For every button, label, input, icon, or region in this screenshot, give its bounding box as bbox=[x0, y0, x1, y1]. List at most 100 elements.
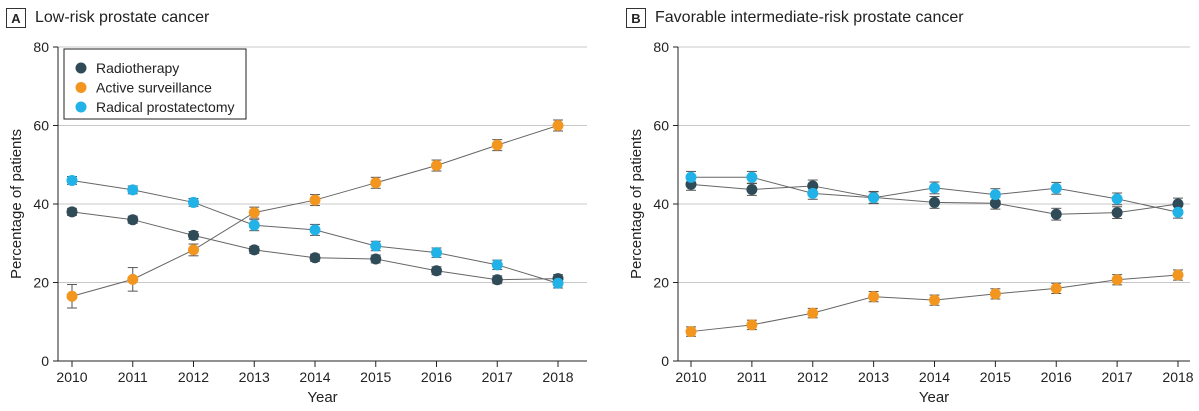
chart-a-series-line bbox=[71, 211, 559, 281]
chart-a-data-point bbox=[248, 207, 260, 219]
chart-a-data-point bbox=[552, 277, 564, 289]
chart-a-xtick-label: 2015 bbox=[360, 369, 391, 385]
chart-b-ytick-label: 0 bbox=[661, 353, 669, 369]
chart-b-data-point bbox=[868, 192, 880, 204]
chart-a-data-point bbox=[309, 224, 321, 236]
chart-b-data-point bbox=[989, 288, 1001, 300]
chart-a-data-point bbox=[188, 196, 199, 208]
chart-b-xtick-label: 2013 bbox=[858, 369, 889, 385]
chart-a-data-point bbox=[188, 244, 199, 256]
chart-a-data-point bbox=[370, 177, 382, 189]
chart-b-xtick-label: 2010 bbox=[675, 369, 706, 385]
chart-b-xtick-label: 2012 bbox=[797, 369, 828, 385]
chart-a-xtick-label: 2012 bbox=[178, 369, 209, 385]
chart-a-data-point bbox=[127, 273, 139, 285]
chart-b-data-point bbox=[746, 183, 758, 195]
chart-b-data-point bbox=[929, 182, 940, 194]
chart-b-ytick-label: 40 bbox=[653, 196, 669, 212]
chart-a-data-point bbox=[431, 247, 442, 259]
chart-a: 0 20 40 60 80 2010 2011 2012 2013 2014 2015 2016 201… bbox=[8, 39, 587, 406]
chart-b-data-point bbox=[1172, 206, 1184, 218]
chart-a-xtick-label: 2018 bbox=[542, 369, 573, 385]
chart-a-xtick-label: 2011 bbox=[118, 369, 148, 385]
chart-a-xtick-label: 2014 bbox=[299, 369, 330, 385]
chart-b-data-point bbox=[989, 189, 1001, 201]
chart-a-ytick-label: 20 bbox=[33, 275, 49, 291]
chart-b-data-point bbox=[1172, 269, 1184, 281]
chart-b-ytick-label: 60 bbox=[653, 118, 669, 134]
chart-b-xtick-label: 2016 bbox=[1041, 369, 1072, 385]
chart-a-ytick-label: 0 bbox=[41, 353, 49, 369]
chart-b-y-axis-label: Percentage of patients bbox=[628, 129, 645, 279]
panel-a-header: A Low-risk prostate cancer bbox=[6, 6, 209, 30]
panel-b-letter: B bbox=[626, 8, 646, 28]
chart-a-data-point bbox=[127, 184, 139, 196]
chart-a-series-line bbox=[71, 125, 559, 297]
panel-a-letter: A bbox=[6, 8, 26, 28]
chart-a-data-point bbox=[431, 265, 442, 277]
chart-a-data-point bbox=[370, 253, 382, 265]
chart-a-y-axis-label: Percentage of patients bbox=[8, 129, 25, 279]
chart-b-xtick-label: 2018 bbox=[1162, 369, 1193, 385]
chart-a-data-point bbox=[370, 240, 382, 252]
chart-a-legend-label: Active surveillance bbox=[96, 80, 212, 96]
chart-b-data-point bbox=[1111, 274, 1123, 286]
chart-b-data-point bbox=[746, 171, 758, 183]
chart-b-xtick-label: 2017 bbox=[1102, 369, 1133, 385]
panel-b-title: Favorable intermediate-risk prostate can… bbox=[655, 9, 964, 26]
chart-a-data-point bbox=[66, 206, 78, 218]
chart-b-data-point bbox=[807, 307, 819, 319]
chart-a-legend-box bbox=[63, 48, 247, 120]
chart-b-data-point bbox=[746, 319, 758, 331]
chart-a-ytick-label: 40 bbox=[33, 196, 49, 212]
chart-b-data-point bbox=[1050, 182, 1062, 194]
chart-a-legend-marker bbox=[75, 82, 87, 93]
chart-b-data-point bbox=[929, 294, 940, 306]
panel-a: A Low-risk prostate cancer 0 20 40 60 80 2010… bbox=[0, 0, 595, 411]
chart-a-ytick-label: 60 bbox=[33, 118, 49, 134]
chart-a-legend-label: Radiotherapy bbox=[96, 60, 179, 76]
chart-b-data-point bbox=[685, 326, 697, 338]
chart-a-data-point bbox=[248, 219, 260, 231]
chart-a-data-point bbox=[491, 139, 503, 151]
chart-b-data-point bbox=[868, 291, 880, 303]
chart-b-xtick-label: 2011 bbox=[737, 369, 767, 385]
chart-b-data-point bbox=[1050, 282, 1062, 294]
chart-a-legend-marker bbox=[75, 101, 87, 113]
chart-a-ytick-label: 80 bbox=[33, 39, 49, 55]
chart-a-xtick-label: 2013 bbox=[239, 369, 270, 385]
chart-b-x-axis-label: Year bbox=[919, 389, 949, 406]
chart-a-legend-marker bbox=[75, 62, 87, 74]
chart-b-ytick-label: 20 bbox=[653, 275, 669, 291]
chart-a-data-point bbox=[188, 229, 199, 241]
chart-b-data-point bbox=[989, 197, 1001, 209]
chart-a-data-point bbox=[552, 120, 564, 131]
chart-a-data-point bbox=[431, 160, 442, 172]
chart-a-xtick-label: 2010 bbox=[56, 369, 87, 385]
chart-b-data-point bbox=[1111, 207, 1123, 219]
chart-b-data-point bbox=[1172, 198, 1184, 210]
chart-a-data-point bbox=[127, 214, 139, 226]
chart-b-data-point bbox=[1111, 193, 1123, 205]
chart-b: 0 20 40 60 80 2010 2011 2012 2013 2014 2015 2016 201… bbox=[628, 39, 1194, 406]
chart-b-data-point bbox=[685, 171, 697, 183]
panel-b: B Favorable intermediate-risk prostate c… bbox=[620, 0, 1199, 411]
panel-a-title: Low-risk prostate cancer bbox=[35, 9, 210, 26]
panel-b-header: B Favorable intermediate-risk prostate c… bbox=[626, 6, 964, 30]
chart-a-data-point bbox=[309, 194, 321, 206]
chart-a-data-point bbox=[309, 252, 321, 264]
chart-a-data-point bbox=[248, 244, 260, 256]
chart-b-xtick-label: 2014 bbox=[919, 369, 950, 385]
chart-b-data-point bbox=[807, 187, 819, 199]
chart-b-data-point bbox=[929, 196, 940, 208]
chart-b-xtick-label: 2015 bbox=[980, 369, 1011, 385]
chart-a-data-point bbox=[491, 259, 503, 271]
chart-a-xtick-label: 2017 bbox=[482, 369, 513, 385]
chart-b-ytick-label: 80 bbox=[653, 39, 669, 55]
chart-a-x-axis-label: Year bbox=[307, 389, 337, 406]
chart-a-data-point bbox=[66, 290, 78, 302]
chart-a-legend-label: Radical prostatectomy bbox=[96, 99, 235, 115]
chart-a-data-point bbox=[491, 274, 503, 286]
chart-a-xtick-label: 2016 bbox=[421, 369, 452, 385]
